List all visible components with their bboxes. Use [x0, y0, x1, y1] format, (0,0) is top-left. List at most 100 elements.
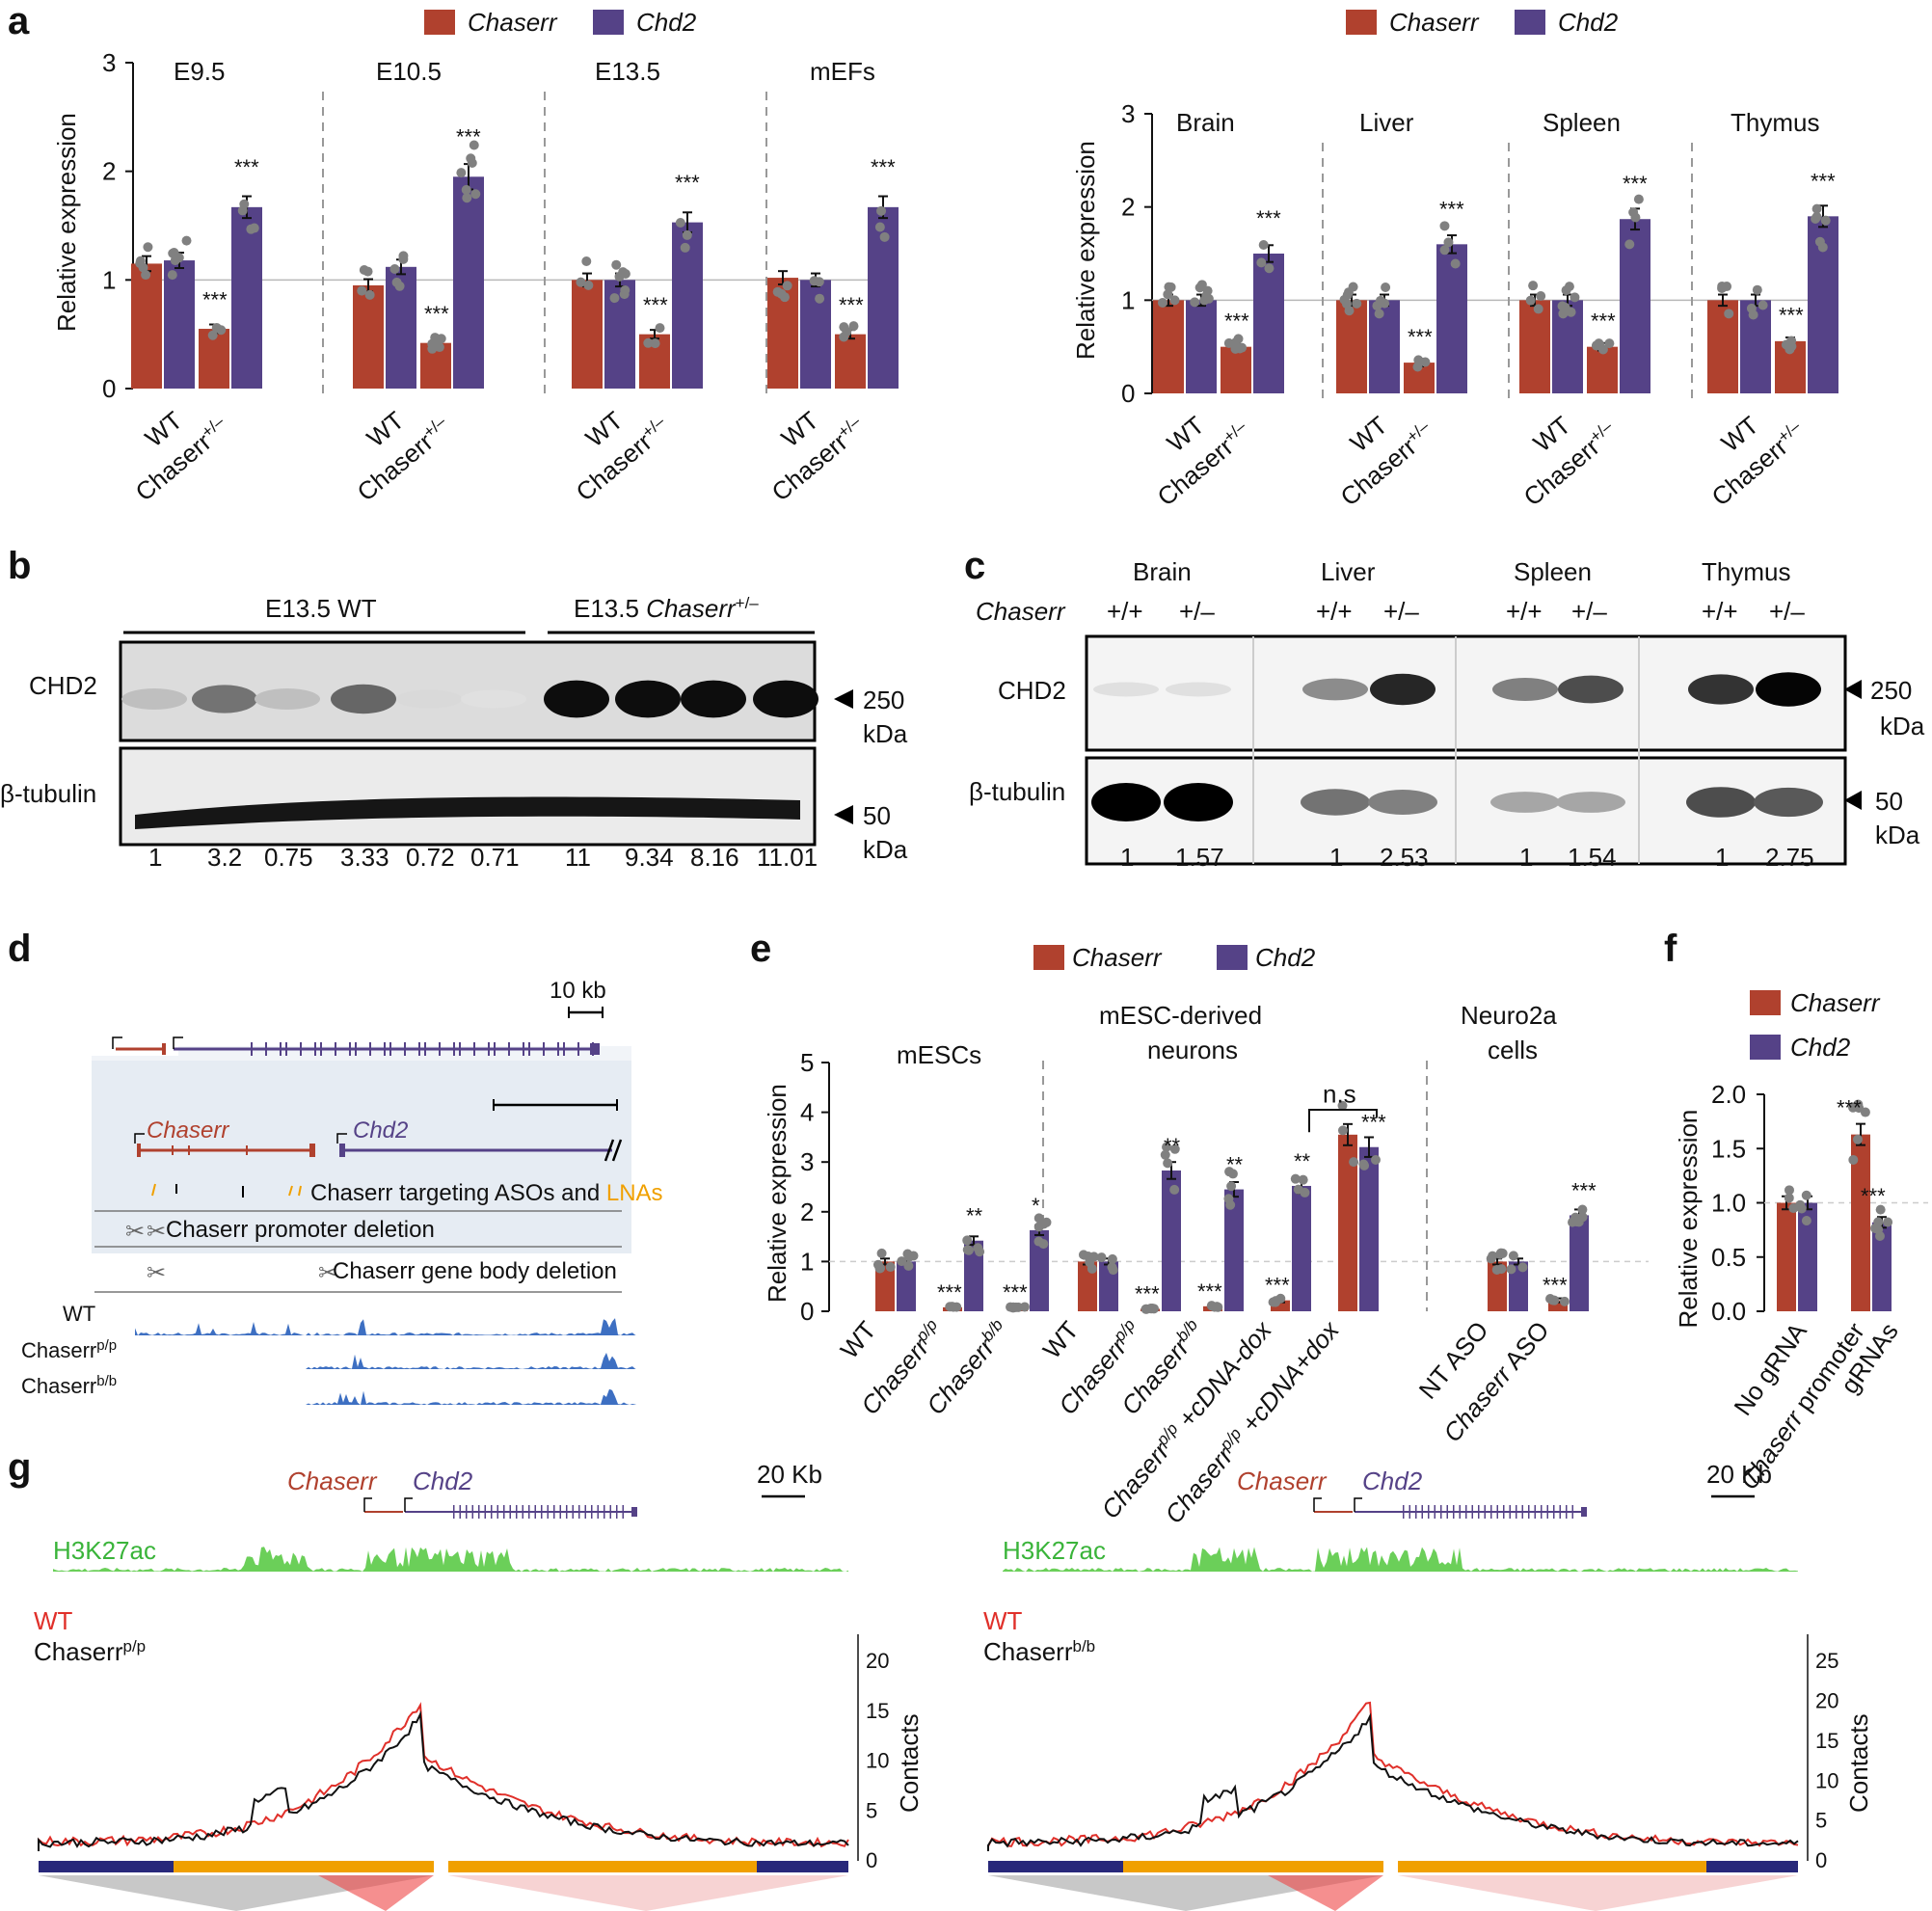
f-legend-chd2-swatch — [1750, 1035, 1781, 1060]
a-right-bar-chd2 — [1253, 254, 1284, 393]
g-left-chaserr-label: Chaserr — [287, 1467, 378, 1495]
a-right-data-point — [1412, 362, 1423, 372]
b-arrow-50-icon — [834, 805, 853, 824]
e-data-point — [1096, 1252, 1107, 1263]
e-legend-chd2: Chd2 — [1255, 943, 1316, 972]
a-right-data-point — [1820, 215, 1831, 226]
c-chd2-band — [1166, 682, 1231, 697]
a-right-data-point — [1439, 221, 1450, 231]
a-left-data-point — [620, 269, 631, 280]
b-tubulin-blot — [119, 746, 817, 847]
a-right-sig: *** — [1779, 304, 1804, 328]
a-left-group-label: E9.5 — [174, 57, 226, 86]
f-bar-chaserr — [1851, 1134, 1870, 1311]
c-tissue-label: Liver — [1321, 557, 1376, 586]
a-right-data-point — [1557, 301, 1568, 311]
a-right-ytick: 2 — [1121, 193, 1135, 222]
a-right-data-point — [1157, 297, 1167, 308]
a-left-data-point — [211, 322, 222, 333]
e-data-point — [1038, 1219, 1049, 1229]
c-chd2-band — [1093, 682, 1159, 697]
a-right-data-point — [1201, 290, 1212, 301]
e-data-point — [1517, 1262, 1528, 1273]
d-scissors-icon-2: ✂ — [147, 1219, 166, 1245]
e-data-point — [1008, 1302, 1019, 1312]
c-quant-value: 1.57 — [1175, 843, 1224, 872]
a-right-data-point — [1420, 357, 1431, 367]
e-xlabel: WT — [1037, 1315, 1085, 1363]
g-left-contacts-line — [38, 1710, 849, 1851]
a-left-data-point — [470, 189, 481, 200]
a-right-data-point — [1256, 257, 1267, 268]
c-chd2-band — [1302, 678, 1368, 701]
c-quant-value: 1.54 — [1568, 843, 1617, 872]
d-zoom-region — [92, 1061, 631, 1253]
a-right-sig: *** — [1811, 169, 1836, 193]
a-left-data-point — [680, 242, 690, 253]
e-data-point — [1227, 1169, 1238, 1179]
b-chd2-label: CHD2 — [29, 671, 97, 700]
d-scissors-icon-4: ✂ — [318, 1260, 337, 1286]
a-left-data-point — [609, 293, 620, 304]
e-bar-chaserr — [1488, 1261, 1507, 1311]
a-left-data-point — [682, 229, 692, 240]
g-left-h3k27ac-label: H3K27ac — [53, 1536, 156, 1565]
a-right-data-point — [1724, 309, 1734, 319]
e-sig: *** — [937, 1280, 962, 1305]
c-kda-250: 250 — [1870, 676, 1912, 705]
e-data-point — [1549, 1295, 1560, 1305]
e-group-neurons: neurons — [1147, 1036, 1238, 1064]
f-ytick: 1.5 — [1711, 1134, 1746, 1163]
d-tss-arrow-icon — [112, 1036, 122, 1049]
c-tubulin-band — [1368, 790, 1437, 815]
legend-chaserr-swatch — [424, 10, 455, 35]
e-data-point — [1337, 1100, 1348, 1111]
g-right-contacts-tick: 20 — [1815, 1689, 1838, 1713]
a-right-sig: *** — [1256, 206, 1281, 230]
a-right-data-point — [1633, 194, 1644, 204]
c-tubulin-band — [1091, 783, 1161, 821]
b-quant-value: 0.71 — [470, 843, 520, 872]
c-quant-value: 1 — [1329, 843, 1343, 872]
e-sig: *** — [1543, 1274, 1568, 1298]
e-data-point — [1570, 1212, 1581, 1223]
a-right-data-point — [1604, 338, 1615, 349]
a-left-data-point — [814, 277, 824, 287]
a-right-data-point — [1352, 298, 1362, 309]
e-sig: *** — [1571, 1178, 1597, 1202]
panel-letter-f: f — [1664, 928, 1677, 970]
a-right-bar-chd2 — [1186, 300, 1217, 393]
a-right-data-point — [1264, 263, 1275, 274]
e-data-point — [1019, 1302, 1030, 1312]
legend-chd2-label: Chd2 — [1558, 8, 1619, 37]
legend-chaserr-label: Chaserr — [468, 8, 558, 37]
f-bar-chaserr — [1777, 1202, 1796, 1311]
a-right-data-point — [1758, 300, 1768, 310]
e-data-point — [1169, 1144, 1180, 1154]
a-left-sig: *** — [234, 155, 259, 179]
c-tissue-label: Brain — [1133, 557, 1192, 586]
f-data-point — [1784, 1185, 1794, 1196]
legend-chd2-swatch — [593, 10, 624, 35]
b-quant-value: 11 — [565, 843, 591, 872]
c-chd2-band — [1558, 675, 1623, 704]
c-arrow-50-icon — [1844, 791, 1862, 810]
c-genotype-label: +/+ — [1316, 597, 1353, 626]
c-arrow-250-icon — [1844, 680, 1862, 699]
e-data-point — [1087, 1263, 1097, 1274]
a-left-sig: *** — [643, 293, 668, 317]
a-left-data-point — [427, 343, 438, 354]
g-left-mut-label: Chaserrp/p — [34, 1637, 146, 1667]
panel-g-4c-contacts: Chaserr Chd2 20 KbH3K27acWTChaserrp/p05101… — [34, 1460, 1873, 1911]
a-right-bar-chaserr — [1336, 300, 1367, 393]
a-right-sig: *** — [1224, 309, 1249, 333]
a-left-bar-chd2 — [231, 206, 262, 389]
b-chd2-band — [681, 680, 746, 718]
a-right-data-point — [1372, 301, 1382, 311]
d-aso-text: Chaserr targeting ASOs and LNAs — [310, 1180, 663, 1206]
e-data-point — [1108, 1265, 1118, 1276]
g-right-contacts-tick: 15 — [1815, 1729, 1838, 1753]
e-data-point — [973, 1243, 983, 1253]
f-data-point — [1784, 1193, 1794, 1203]
c-tissue-label: Spleen — [1514, 557, 1592, 586]
